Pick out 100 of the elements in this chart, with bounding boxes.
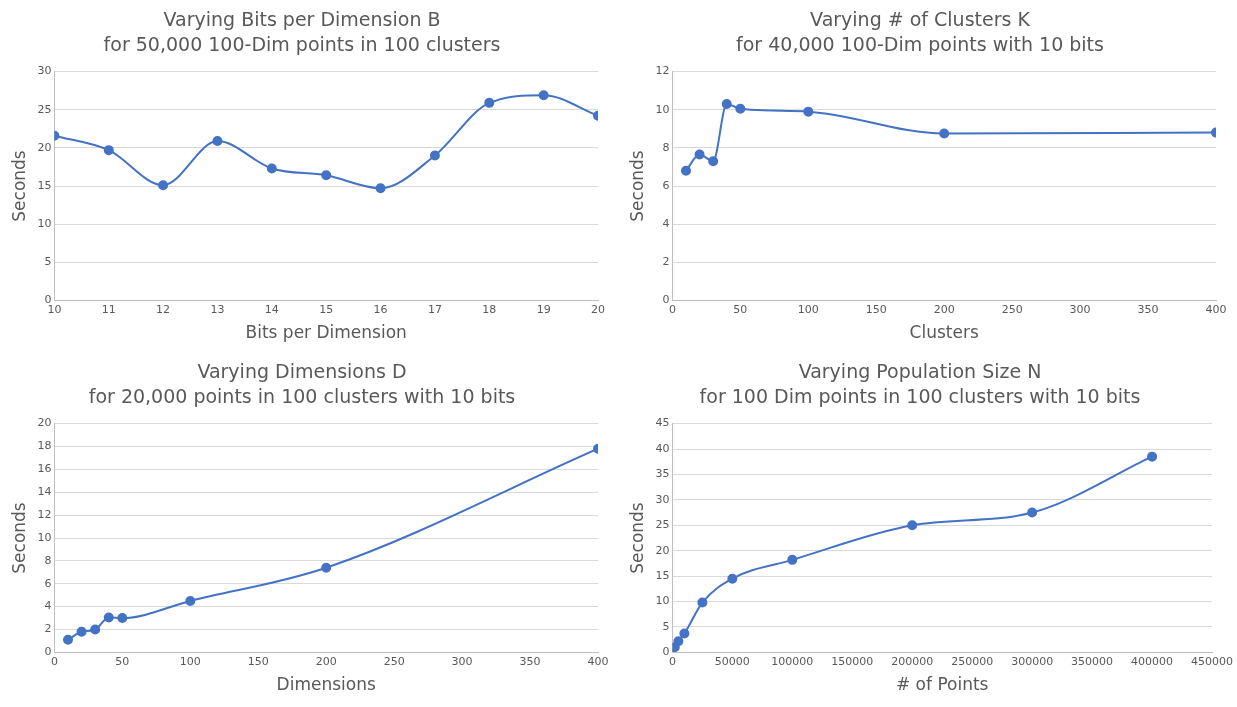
x-tick-label: 100000 — [771, 654, 814, 668]
x-tick-label: 350000 — [1071, 654, 1114, 668]
point — [939, 128, 950, 139]
chart-title: Varying # of Clusters K — [810, 8, 1031, 31]
point — [62, 634, 73, 645]
x-tick-label: 150000 — [831, 654, 874, 668]
point — [1147, 451, 1158, 462]
y-tick-label: 15 — [655, 568, 670, 582]
y-tick-label: 20 — [37, 416, 52, 430]
y-tick-label: 20 — [37, 140, 52, 154]
y-tick-label: 12 — [655, 64, 670, 78]
x-tick-label: 100 — [179, 654, 201, 668]
point — [680, 165, 691, 176]
y-tick-label: 30 — [37, 64, 52, 78]
x-tick-label: 300 — [451, 654, 473, 668]
y-tick-label: 40 — [655, 441, 670, 455]
point — [185, 595, 196, 606]
chart-subtitle: for 20,000 points in 100 clusters with 10 bits — [88, 385, 516, 408]
point — [103, 612, 114, 623]
x-tick-label: 50000 — [714, 654, 750, 668]
x-tick-label: 12 — [156, 302, 171, 316]
point — [735, 103, 746, 114]
x-tick-label: 16 — [373, 302, 388, 316]
point — [694, 149, 705, 160]
y-tick-label: 6 — [44, 576, 52, 590]
x-tick-label: 400000 — [1131, 654, 1174, 668]
y-tick-label: 10 — [37, 530, 52, 544]
chart-subtitle: for 100 Dim points in 100 clusters with 10 bits — [699, 385, 1141, 408]
x-tick-label: 200000 — [891, 654, 934, 668]
point — [429, 150, 440, 161]
x-tick-label: 150 — [247, 654, 269, 668]
point — [803, 106, 814, 117]
x-tick-label: 200 — [315, 654, 337, 668]
point — [266, 163, 277, 174]
x-tick-label: 15 — [319, 302, 334, 316]
point — [90, 624, 101, 635]
y-tick-label: 4 — [44, 599, 52, 613]
y-tick-label: 4 — [662, 216, 670, 230]
y-tick-label: 8 — [44, 553, 52, 567]
y-tick-label: 30 — [655, 492, 670, 506]
chart-title: Varying Bits per Dimension B — [163, 8, 441, 31]
y-tick-label: 5 — [44, 255, 52, 269]
y-tick-label: 0 — [662, 645, 670, 659]
point — [679, 628, 690, 639]
point — [321, 562, 332, 573]
x-tick-label: 50 — [733, 302, 748, 316]
x-tick-label: 300000 — [1011, 654, 1054, 668]
point — [158, 180, 169, 191]
point — [697, 597, 708, 608]
y-tick-label: 25 — [655, 518, 670, 532]
x-tick-label: 250000 — [951, 654, 994, 668]
y-tick-label: 16 — [37, 462, 52, 476]
y-tick-label: 12 — [37, 507, 52, 521]
x-axis-title: Bits per Dimension — [245, 322, 407, 343]
point — [76, 626, 87, 637]
y-axis-title: Seconds — [626, 502, 647, 574]
x-tick-label: 300 — [1069, 302, 1091, 316]
y-tick-label: 5 — [662, 619, 670, 633]
x-tick-label: 100 — [797, 302, 819, 316]
y-tick-label: 10 — [655, 594, 670, 608]
y-tick-label: 2 — [662, 255, 670, 269]
y-axis-title: Seconds — [8, 502, 29, 574]
y-tick-label: 10 — [37, 216, 52, 230]
x-tick-label: 18 — [482, 302, 497, 316]
point — [538, 90, 549, 101]
point — [708, 156, 719, 167]
y-tick-label: 25 — [37, 102, 52, 116]
y-tick-label: 35 — [655, 467, 670, 481]
x-axis-title: Dimensions — [276, 674, 376, 695]
y-tick-label: 15 — [37, 178, 52, 192]
y-axis-title: Seconds — [8, 150, 29, 222]
x-tick-label: 400 — [587, 654, 609, 668]
x-tick-label: 350 — [1137, 302, 1159, 316]
point — [727, 573, 738, 584]
point — [907, 520, 918, 531]
x-tick-label: 20 — [591, 302, 605, 316]
x-tick-label: 11 — [101, 302, 116, 316]
point — [321, 170, 332, 181]
x-tick-label: 150 — [865, 302, 887, 316]
point — [787, 554, 798, 565]
y-tick-label: 20 — [655, 543, 670, 557]
y-tick-label: 8 — [662, 140, 670, 154]
chart-subtitle: for 40,000 100-Dim points with 10 bits — [736, 33, 1104, 56]
point — [721, 99, 732, 110]
y-axis-title: Seconds — [626, 150, 647, 222]
x-tick-label: 19 — [536, 302, 551, 316]
point — [1027, 507, 1038, 518]
chart-title: Varying Population Size N — [798, 360, 1042, 383]
chart-subtitle: for 50,000 100-Dim points in 100 clusters — [103, 33, 501, 56]
chart-title: Varying Dimensions D — [197, 360, 407, 383]
x-axis-title: Clusters — [909, 322, 979, 343]
x-tick-label: 450000 — [1191, 654, 1233, 668]
x-tick-label: 250 — [1001, 302, 1023, 316]
point — [103, 145, 114, 156]
x-tick-label: 17 — [427, 302, 442, 316]
y-tick-label: 6 — [662, 178, 670, 192]
point — [673, 636, 684, 647]
y-tick-label: 2 — [44, 622, 52, 636]
y-tick-label: 0 — [44, 645, 52, 659]
y-tick-label: 10 — [655, 102, 670, 116]
